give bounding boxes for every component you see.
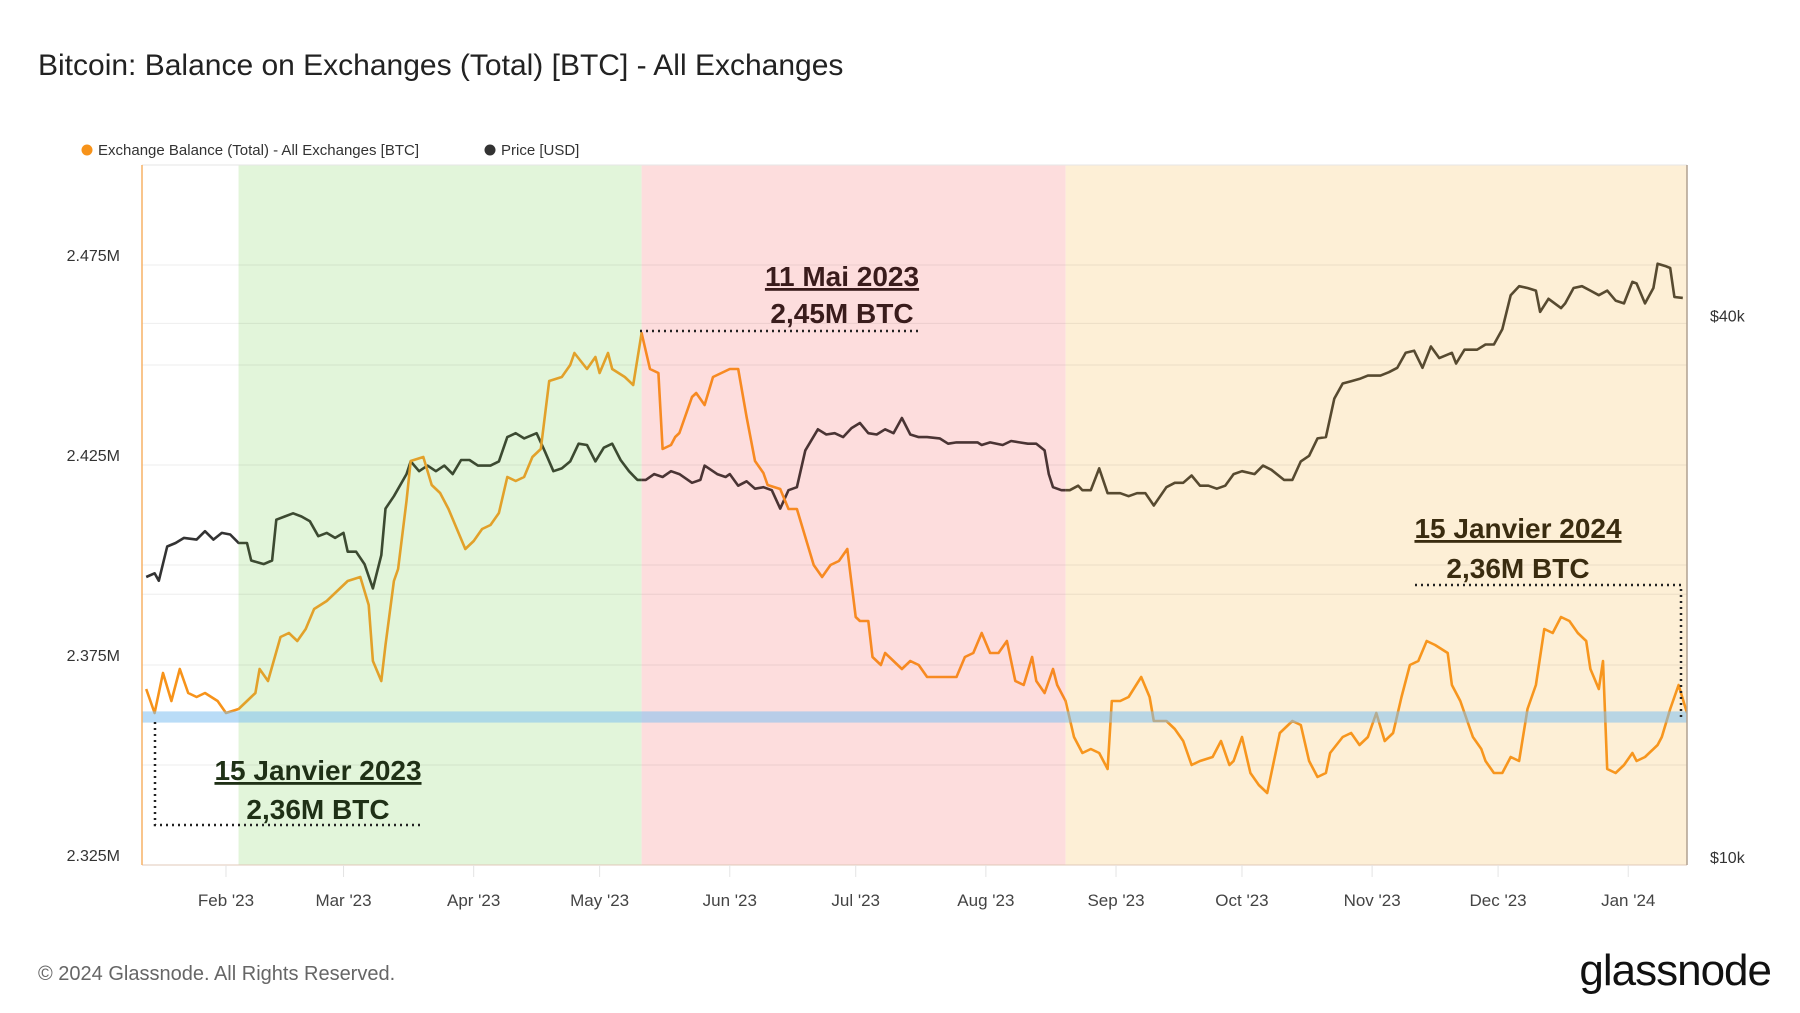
x-tick-label: Dec '23 xyxy=(1470,891,1527,910)
balance-line-segment xyxy=(238,331,642,711)
copyright-text: © 2024 Glassnode. All Rights Reserved. xyxy=(38,963,395,985)
reference-band-rect xyxy=(142,711,1687,723)
regions xyxy=(142,165,1687,865)
annotation-jan-2023: 15 Janvier 2023 2,36M BTC xyxy=(153,722,422,827)
y-left-tick-label: 2.425M xyxy=(67,448,120,465)
x-tick-label: Apr '23 xyxy=(447,891,500,910)
legend: Exchange Balance (Total) - All Exchanges… xyxy=(81,142,580,159)
series-lines xyxy=(144,262,1688,795)
region-3 xyxy=(1065,165,1687,865)
annotation-title: 11 Mai 2023 xyxy=(765,261,919,292)
x-tick-label: Aug '23 xyxy=(957,891,1014,910)
y-right-tick-label: $10k xyxy=(1710,850,1746,867)
legend-item-price[interactable]: Price [USD] xyxy=(484,142,580,159)
annotation-value: 2,45M BTC xyxy=(770,298,913,329)
gridlines xyxy=(142,264,1687,766)
annotation-dotted-line xyxy=(1415,583,1683,718)
x-tick-label: May '23 xyxy=(570,891,629,910)
x-tick-label: Oct '23 xyxy=(1215,891,1268,910)
x-tick-label: Jun '23 xyxy=(703,891,757,910)
glassnode-logo[interactable]: glassnode xyxy=(1579,946,1772,995)
x-tick-label: Jul '23 xyxy=(831,891,880,910)
region-1 xyxy=(238,165,642,865)
annotation-dotted-line xyxy=(153,722,421,827)
chart-title: Bitcoin: Balance on Exchanges (Total) [B… xyxy=(38,49,843,82)
x-tick-label: Mar '23 xyxy=(315,891,371,910)
legend-label: Price [USD] xyxy=(501,142,579,159)
region-2 xyxy=(641,165,1066,865)
x-tick-label: Feb '23 xyxy=(198,891,254,910)
annotation-jan-2024: 15 Janvier 2024 2,36M BTC xyxy=(1414,513,1683,718)
annotation-title: 15 Janvier 2024 xyxy=(1414,513,1621,544)
legend-dot-icon xyxy=(81,144,93,156)
annotation-may-2023: 11 Mai 2023 2,45M BTC xyxy=(640,261,919,333)
price-line-segment xyxy=(641,416,1066,510)
annotation-value: 2,36M BTC xyxy=(1446,553,1589,584)
x-tick-label: Nov '23 xyxy=(1344,891,1401,910)
balance-line-segment xyxy=(641,331,1066,707)
reference-band xyxy=(142,711,1687,723)
axes: 2.325M 2.375M 2.425M 2.475M $10k $40k Feb '23 M… xyxy=(67,248,1746,910)
annotation-value: 2,36M BTC xyxy=(246,794,389,825)
y-left-tick-label: 2.325M xyxy=(67,848,120,865)
region-0 xyxy=(142,165,239,865)
x-tick-label: Jan '24 xyxy=(1601,891,1655,910)
y-left-tick-label: 2.475M xyxy=(67,248,120,265)
annotation-title: 15 Janvier 2023 xyxy=(214,755,421,786)
x-tick-label: Sep '23 xyxy=(1087,891,1144,910)
legend-label: Exchange Balance (Total) - All Exchanges… xyxy=(98,142,419,159)
price-line-segment xyxy=(238,431,642,590)
price-line-segment xyxy=(1065,262,1683,507)
legend-item-balance[interactable]: Exchange Balance (Total) - All Exchanges… xyxy=(81,142,420,159)
y-right-tick-label: $40k xyxy=(1710,308,1746,325)
legend-dot-icon xyxy=(484,144,496,156)
plot-frame xyxy=(141,164,1688,866)
balance-line-segment xyxy=(1065,615,1688,795)
y-left-tick-label: 2.375M xyxy=(67,648,120,665)
